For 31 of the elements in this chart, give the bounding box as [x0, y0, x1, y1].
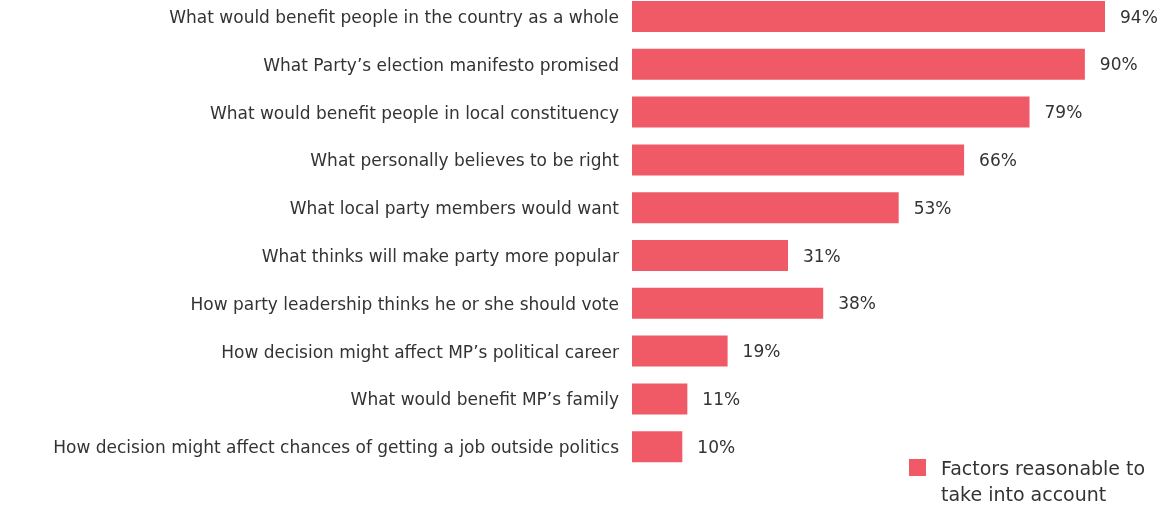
- bar: [632, 1, 1105, 32]
- bar: [632, 287, 824, 319]
- y-tick-label: What would benefit people in local constituency: [209, 102, 619, 123]
- y-tick-label: How party leadership thinks he or she should vote: [190, 293, 619, 314]
- y-tick-label: What local party members would want: [289, 198, 620, 219]
- y-tick-label: How decision might affect chances of getting a job outside politics: [53, 437, 620, 458]
- bar: [632, 48, 1085, 80]
- data-label: 31%: [802, 245, 841, 266]
- data-label: 53%: [913, 197, 952, 218]
- bar: [632, 431, 683, 463]
- bar: [632, 240, 788, 271]
- bar: [632, 192, 899, 224]
- data-label: 11%: [702, 388, 741, 409]
- y-tick-label: What would benefit MP’s family: [350, 389, 619, 410]
- bar: [632, 383, 688, 415]
- data-label: 90%: [1099, 54, 1138, 75]
- data-label: 79%: [1044, 102, 1083, 123]
- data-label: 94%: [1120, 6, 1158, 27]
- data-label: 10%: [697, 436, 736, 457]
- bar: [632, 335, 728, 367]
- data-label: 19%: [742, 341, 781, 362]
- data-label: 38%: [838, 293, 877, 314]
- y-tick-label: What personally believes to be right: [310, 150, 620, 171]
- y-tick-label: How decision might affect MP’s political career: [221, 341, 620, 362]
- y-tick-label: What Party’s election manifesto promised: [263, 54, 619, 75]
- legend-label: Factors reasonable to take into account: [941, 456, 1147, 507]
- data-label: 66%: [979, 149, 1017, 170]
- bar: [632, 96, 1030, 128]
- y-tick-label: What would benefit people in the country as a whole: [169, 6, 619, 27]
- bar: [632, 144, 965, 176]
- y-tick-label: What thinks will make party more popular: [261, 245, 620, 266]
